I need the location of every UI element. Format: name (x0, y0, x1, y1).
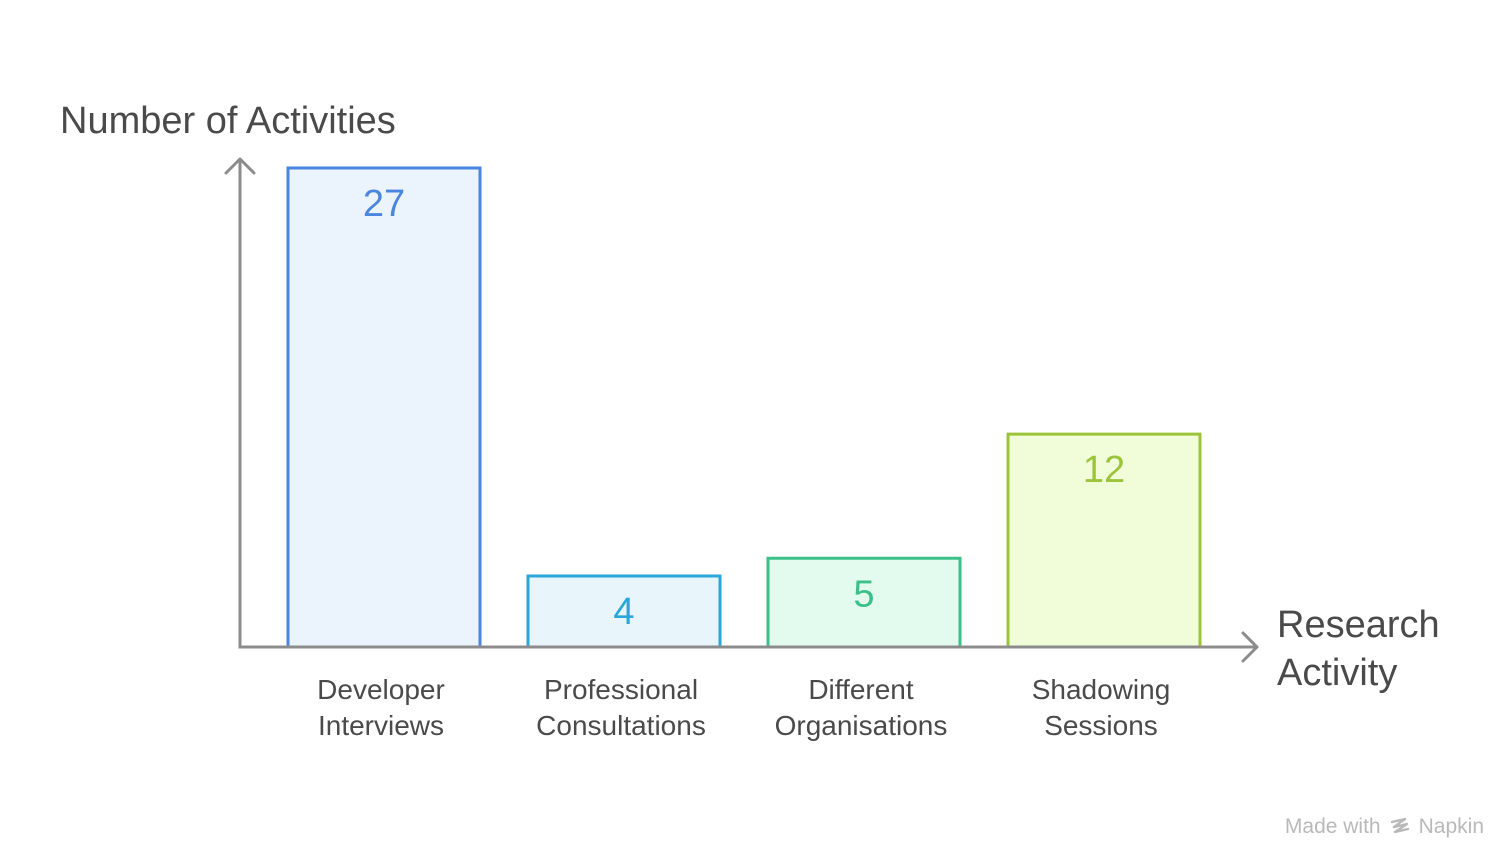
made-with-napkin-watermark: Made with Napkin (1285, 815, 1484, 839)
bar-value-label-2: 5 (853, 573, 874, 615)
y-axis-title: Number of Activities (60, 100, 396, 142)
labels-layer: 27 Developer Interviews 4 Professional Consul… (60, 100, 1440, 741)
category-label-3-line-0: Shadowing (1032, 674, 1171, 705)
bars-layer (286, 166, 1202, 647)
category-label-1-line-1: Consultations (536, 710, 706, 741)
bar-3 (1006, 432, 1202, 647)
axes-layer (224, 157, 1259, 663)
bar-value-label-1: 4 (613, 591, 634, 633)
bar-1 (526, 574, 722, 647)
category-label-0-line-0: Developer (317, 674, 445, 705)
napkin-brand-text: Napkin (1418, 815, 1484, 838)
category-label-1-line-0: Professional (544, 674, 698, 705)
category-label-0-line-1: Interviews (318, 710, 444, 741)
bar-2 (766, 556, 962, 647)
x-axis-title-line-1: Activity (1277, 652, 1397, 694)
y-axis-arrowhead (224, 157, 256, 175)
category-label-2-line-0: Different (808, 674, 914, 705)
category-label-3-line-1: Sessions (1044, 710, 1158, 741)
napkin-logo-icon (1390, 817, 1409, 834)
bar-value-label-3: 12 (1083, 449, 1125, 491)
made-with-text: Made with (1284, 815, 1381, 838)
x-axis-title-line-0: Research (1277, 604, 1440, 646)
category-label-2-line-1: Organisations (775, 710, 948, 741)
bar-0 (286, 166, 482, 647)
bar-value-label-0: 27 (363, 183, 405, 225)
x-axis-arrowhead (1241, 631, 1259, 663)
